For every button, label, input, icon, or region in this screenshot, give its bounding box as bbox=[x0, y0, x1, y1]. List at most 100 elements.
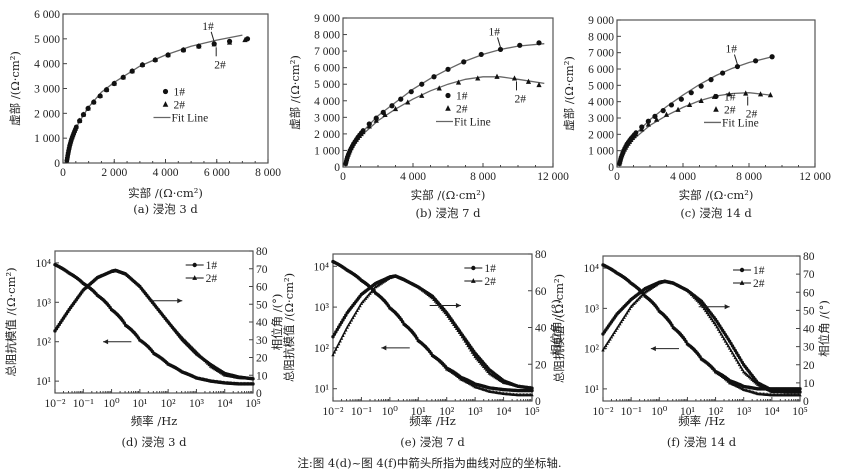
annotation-1: 1# bbox=[202, 21, 214, 33]
data-point-2# bbox=[687, 101, 693, 108]
data-point-2# bbox=[211, 41, 217, 47]
y-tick-label: 3 000 bbox=[314, 112, 340, 124]
x-tick-label: 10¹ bbox=[680, 406, 696, 418]
y-axis-label: 虚部 /(Ω·cm²) bbox=[288, 55, 302, 130]
x-axis-label: 频率 /Hz bbox=[131, 414, 178, 428]
annotation-1: 1# bbox=[489, 26, 501, 38]
y-tick-label: 10² bbox=[314, 343, 330, 355]
data-point-2# bbox=[129, 68, 135, 74]
legend-label-2: 2# bbox=[753, 278, 765, 290]
x-tick-label: 4 000 bbox=[153, 167, 179, 179]
data-point-2# bbox=[392, 105, 399, 112]
y2-tick-label: 0 bbox=[803, 396, 809, 408]
data-point-2# bbox=[226, 39, 233, 45]
y2-tick-label: 20 bbox=[803, 360, 815, 372]
panel-caption: (e) 浸泡 7 d bbox=[400, 435, 465, 449]
legend-marker-2 bbox=[192, 275, 198, 280]
legend-label-1: 1# bbox=[724, 91, 736, 103]
legend-marker-2 bbox=[162, 101, 169, 107]
data-point-2# bbox=[73, 124, 79, 129]
data-point-1# bbox=[497, 46, 504, 53]
x-tick-label: 0 bbox=[60, 167, 66, 179]
data-point-1# bbox=[769, 54, 775, 60]
data-point-2# bbox=[152, 56, 158, 63]
x-tick-label: 10³ bbox=[468, 406, 484, 418]
x-tick-label: 4 000 bbox=[670, 171, 696, 183]
y-tick-label: 0 bbox=[334, 162, 340, 174]
x-tick-label: 10⁴ bbox=[496, 406, 512, 418]
y2-tick-label: 80 bbox=[803, 251, 815, 263]
data-point-2# bbox=[436, 85, 442, 91]
y-tick-label: 4 000 bbox=[34, 59, 60, 71]
y-axis-label: 虚部 /(Ω·cm²) bbox=[8, 51, 22, 126]
legend-label-fit: Fit Line bbox=[454, 116, 491, 128]
series-line bbox=[332, 275, 533, 389]
legend-marker-2 bbox=[713, 106, 719, 112]
data-point-2# bbox=[757, 91, 764, 97]
y-tick-label: 7 000 bbox=[314, 46, 340, 58]
chart-panel-e: 10⁻² 10⁻¹ 10⁰ 10¹ 10² 10³ 10⁴ 10⁵ 10¹ 10² 10³ 10⁴ 0 2… bbox=[282, 249, 563, 449]
legend-marker-1 bbox=[471, 265, 476, 271]
annotation-arrow-1 bbox=[497, 37, 501, 48]
y-tick-label: 6 000 bbox=[588, 64, 614, 76]
data-point-2# bbox=[139, 61, 146, 68]
figure-note: 注:图 4(d)~图 4(f)中箭头所指为曲线对应的坐标轴. bbox=[297, 456, 562, 470]
data-point-2# bbox=[645, 121, 651, 127]
legend-label-2: 2# bbox=[456, 103, 468, 115]
data-point-1# bbox=[720, 70, 726, 76]
chart-panel-b: 0 4 000 8 000 12 000 0 1 000 2 000 3 000 4 000 5 … bbox=[288, 13, 569, 220]
data-point-2# bbox=[475, 75, 481, 81]
x-tick-label: 12 000 bbox=[799, 171, 831, 183]
y-tick-label: 8 000 bbox=[588, 31, 614, 43]
data-point-2# bbox=[180, 46, 187, 53]
data-point-2# bbox=[455, 79, 462, 85]
y2-tick-label: 20 bbox=[256, 353, 268, 365]
y-tick-label: 9 000 bbox=[314, 13, 340, 25]
data-point-2# bbox=[663, 111, 670, 117]
y-tick-label: 7 000 bbox=[588, 48, 614, 60]
y-tick-label: 1 000 bbox=[314, 145, 340, 157]
data-point-2# bbox=[97, 92, 103, 99]
plot-frame bbox=[602, 255, 801, 402]
legend-label-2: 2# bbox=[724, 104, 736, 116]
legend-label-1: 1# bbox=[753, 265, 765, 277]
data-point-2# bbox=[85, 105, 91, 111]
arrowhead-right-icon bbox=[177, 298, 183, 304]
arrowhead-right-icon bbox=[455, 302, 461, 308]
legend-label-fit: Fit Line bbox=[722, 117, 759, 129]
y2-tick-label: 10 bbox=[256, 370, 268, 382]
y2-tick-label: 0 bbox=[256, 388, 262, 400]
arrowhead-left-icon bbox=[103, 339, 109, 345]
data-point-1# bbox=[536, 40, 542, 46]
y-tick-label: 10⁴ bbox=[35, 258, 51, 270]
y2-tick-label: 20 bbox=[535, 359, 547, 371]
data-point-2# bbox=[726, 91, 732, 97]
data-point-2# bbox=[65, 150, 71, 155]
series-line bbox=[54, 269, 254, 380]
data-point-2# bbox=[675, 106, 681, 112]
y2-tick-label: 70 bbox=[803, 269, 815, 281]
y-tick-label: 2 000 bbox=[588, 129, 614, 141]
y-tick-label: 6 000 bbox=[314, 63, 340, 75]
data-point-2# bbox=[382, 111, 388, 117]
data-point-2# bbox=[698, 97, 704, 103]
data-point-2# bbox=[91, 99, 97, 105]
legend-label-1: 1# bbox=[174, 86, 186, 98]
x-tick-label: 10⁰ bbox=[382, 406, 399, 418]
y-tick-label: 2 000 bbox=[34, 108, 60, 120]
y-tick-label: 5 000 bbox=[314, 79, 340, 91]
y-tick-label: 10¹ bbox=[36, 376, 52, 388]
legend-marker-1 bbox=[162, 88, 169, 95]
panel-caption: (b) 浸泡 7 d bbox=[416, 206, 482, 220]
data-point-1# bbox=[753, 58, 759, 64]
annotation-2: 2# bbox=[214, 59, 226, 71]
data-point-2# bbox=[196, 43, 202, 49]
x-tick-label: 10⁻² bbox=[592, 406, 614, 418]
data-point-2# bbox=[120, 74, 126, 80]
annotation-2: 2# bbox=[515, 93, 527, 105]
x-tick-label: 0 bbox=[340, 171, 346, 183]
data-point-2# bbox=[65, 152, 71, 158]
data-point-1# bbox=[645, 118, 651, 124]
data-point-2# bbox=[633, 131, 639, 137]
